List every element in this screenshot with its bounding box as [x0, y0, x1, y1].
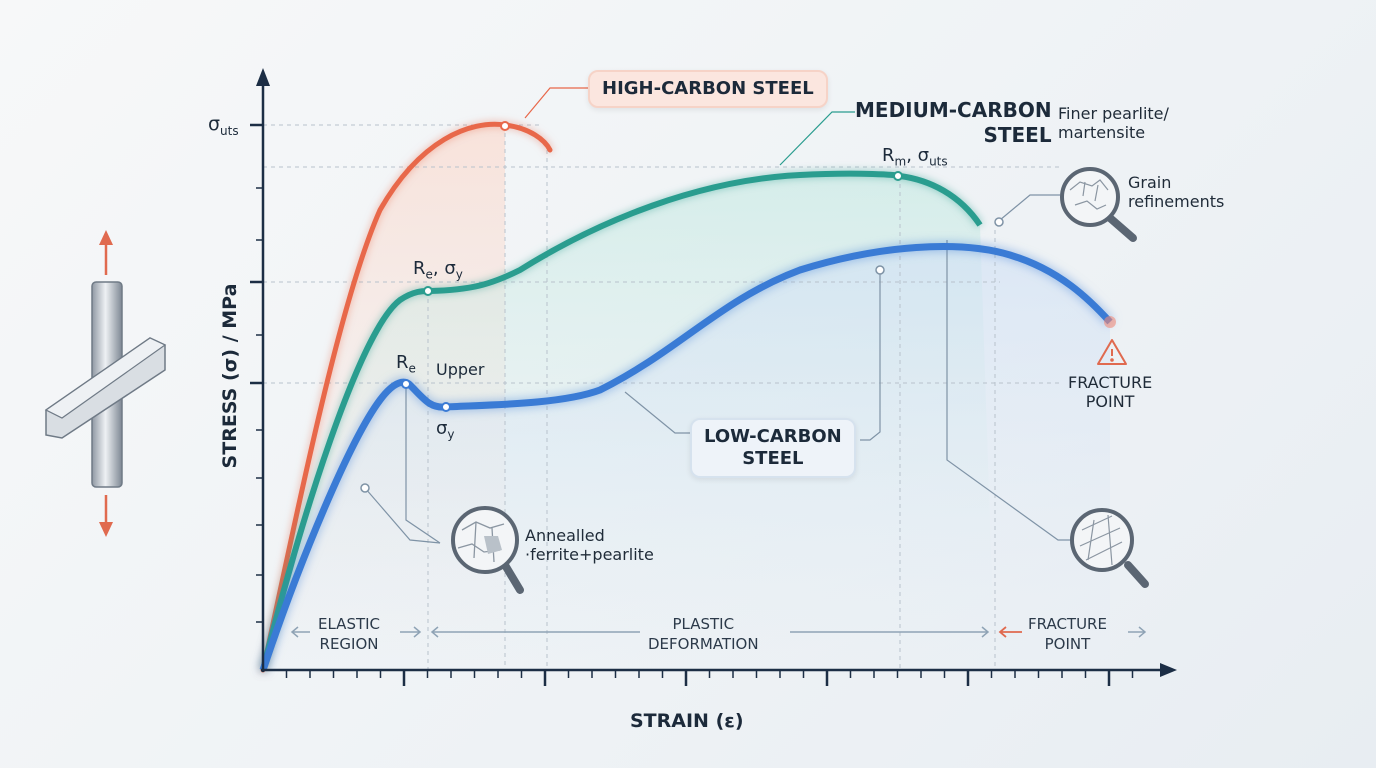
grid-lines [263, 124, 1060, 670]
low-upper-yield-point [401, 379, 411, 389]
fracture-point-note: FRACTURE POINT [1068, 373, 1153, 411]
fracture-arrow-icon [998, 626, 1022, 638]
magnifier-icon-grain [1060, 167, 1137, 242]
lower-yield-label: σy [436, 418, 455, 442]
low-carbon-label: LOW-CARBON STEEL [690, 418, 856, 478]
medium-carbon-note: Finer pearlite/martensite [1058, 104, 1169, 142]
high-uts-point [500, 121, 510, 131]
medium-yield-point [423, 286, 433, 296]
region-arrows [290, 626, 1147, 638]
high-carbon-curve[interactable] [260, 121, 553, 673]
medium-yield-label: Re, σy [413, 258, 463, 282]
y-axis-title: STRESS (σ) / MPa [219, 283, 241, 469]
x-axis-arrow [1160, 663, 1177, 677]
upper-label: Upper [436, 360, 485, 379]
medium-uts-point [893, 171, 903, 181]
fracture-region-label: FRACTURE POINT [1028, 615, 1107, 653]
grain-refinement-note: Grain refinements [1128, 173, 1225, 211]
y-ticks [250, 123, 263, 623]
x-ticks [285, 670, 1134, 686]
y-tick-label-uts: σuts [208, 113, 239, 138]
elastic-region-label: ELASTIC REGION [318, 615, 381, 653]
tensile-specimen-icon [44, 230, 167, 537]
leader-lines [364, 87, 1070, 544]
low-carbon-curve[interactable] [259, 243, 1113, 672]
plastic-deformation-label: PLASTIC DEFORMATION [648, 615, 759, 653]
x-axis-title: STRAIN (ε) [630, 710, 744, 732]
magnifier-icon-fracture [1070, 508, 1149, 588]
upper-yield-label: Re [396, 352, 416, 376]
magnifier-icon-annealed [451, 506, 524, 594]
warning-icon [1097, 339, 1127, 365]
low-yield-point [441, 402, 451, 412]
y-axis-arrow [256, 68, 270, 86]
medium-uts-label: Rm, σuts [882, 145, 948, 169]
axes [261, 82, 1162, 672]
annealed-note: Annealled ·ferrite+pearlite [525, 526, 654, 564]
high-carbon-label: HIGH-CARBON STEEL [588, 70, 828, 108]
medium-carbon-label: MEDIUM-CARBON STEEL [855, 98, 1052, 147]
